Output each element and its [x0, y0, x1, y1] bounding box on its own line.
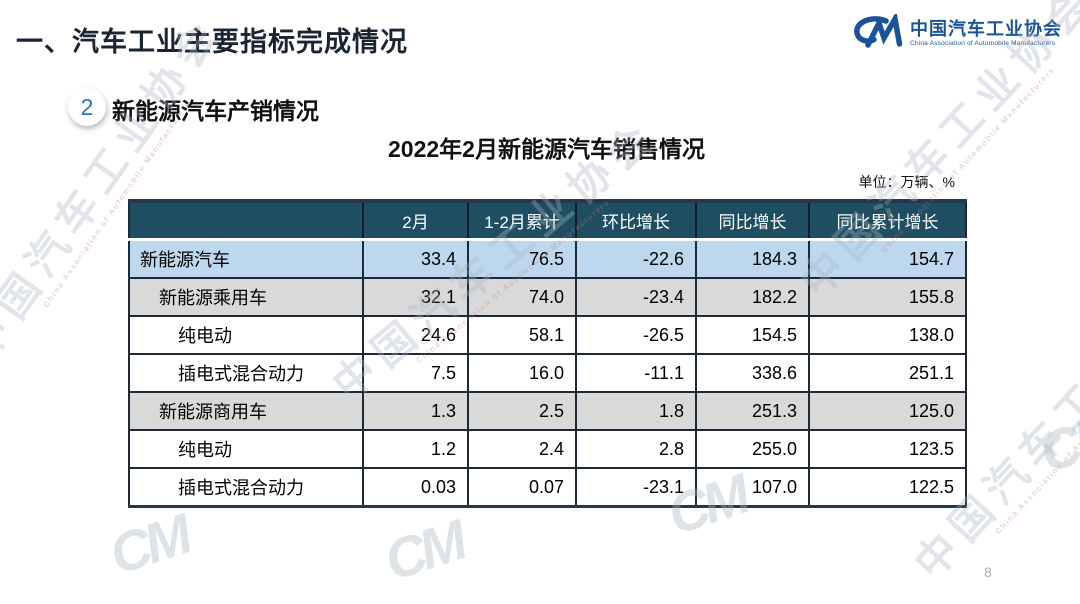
watermark-logo-glyph: CM — [377, 508, 470, 593]
section-title: 一、汽车工业主要指标完成情况 — [16, 27, 408, 57]
value-cell: 155.8 — [808, 277, 966, 317]
value-cell: 338.6 — [695, 353, 810, 393]
value-cell: 154.7 — [808, 238, 966, 279]
caam-logo: 中国汽车工业协会 China Association of Automobile… — [851, 14, 1062, 52]
row-label-cell: 纯电动 — [129, 429, 364, 469]
subsection-title: 新能源汽车产销情况 — [112, 98, 319, 124]
table-row: 新能源汽车 33.4 76.5 -22.6 184.3 154.7 — [129, 238, 966, 279]
value-cell: 0.07 — [467, 467, 577, 507]
value-cell: 2.8 — [575, 429, 697, 469]
watermark-logo-glyph: CM — [1032, 400, 1080, 485]
watermark-logo-glyph: CM — [102, 502, 195, 587]
value-cell: 1.8 — [575, 391, 697, 431]
value-cell: 251.3 — [695, 391, 810, 431]
column-header: 环比增长 — [575, 201, 697, 241]
value-cell: 16.0 — [467, 353, 577, 393]
value-cell: -23.1 — [575, 467, 697, 507]
value-cell: 184.3 — [695, 238, 810, 279]
value-cell: 33.4 — [362, 238, 469, 279]
value-cell: 24.6 — [362, 315, 469, 355]
logo-name-cn: 中国汽车工业协会 — [910, 19, 1062, 40]
value-cell: 251.1 — [808, 353, 966, 393]
value-cell: 1.2 — [362, 429, 469, 469]
table-title: 2022年2月新能源汽车销售情况 — [388, 136, 705, 162]
column-header: 同比累计增长 — [808, 201, 966, 241]
row-label-cell: 新能源商用车 — [129, 391, 364, 431]
logo-name-en: China Association of Automobile Manufact… — [910, 39, 1056, 47]
step-badge-number: 2 — [80, 93, 94, 120]
cm-logo-icon — [851, 14, 903, 52]
value-cell: -23.4 — [575, 277, 697, 317]
page-number: 8 — [984, 564, 992, 580]
row-label-cell: 新能源汽车 — [129, 238, 364, 279]
value-cell: 7.5 — [362, 353, 469, 393]
value-cell: 74.0 — [467, 277, 577, 317]
value-cell: 32.1 — [362, 277, 469, 317]
value-cell: 123.5 — [808, 429, 966, 469]
value-cell: 76.5 — [467, 238, 577, 279]
row-label-cell: 纯电动 — [129, 315, 364, 355]
value-cell: -11.1 — [575, 353, 697, 393]
value-cell: 182.2 — [695, 277, 810, 317]
row-label-cell: 新能源乘用车 — [129, 277, 364, 317]
logo-names: 中国汽车工业协会 China Association of Automobile… — [910, 19, 1062, 47]
table-container: 2月 1-2月累计 环比增长 同比增长 同比累计增长 新能源汽车 33.4 76.5 -22.… — [128, 199, 967, 508]
value-cell: 58.1 — [467, 315, 577, 355]
row-label-cell: 插电式混合动力 — [129, 353, 364, 393]
corner-cell — [129, 201, 364, 241]
value-cell: 2.4 — [467, 429, 577, 469]
sales-table: 2月 1-2月累计 环比增长 同比增长 同比累计增长 新能源汽车 33.4 76.5 -22.… — [128, 199, 967, 508]
value-cell: 154.5 — [695, 315, 810, 355]
column-header: 1-2月累计 — [467, 201, 577, 241]
value-cell: 255.0 — [695, 429, 810, 469]
value-cell: 2.5 — [467, 391, 577, 431]
row-label-cell: 插电式混合动力 — [129, 467, 364, 507]
table-row: 纯电动 24.6 58.1 -26.5 154.5 138.0 — [129, 315, 966, 355]
value-cell: 122.5 — [808, 467, 966, 507]
column-header: 同比增长 — [695, 201, 810, 241]
value-cell: 0.03 — [362, 467, 469, 507]
value-cell: -22.6 — [575, 238, 697, 279]
table-row: 纯电动 1.2 2.4 2.8 255.0 123.5 — [129, 429, 966, 469]
column-header: 2月 — [362, 201, 469, 241]
step-badge: 2 — [68, 88, 106, 126]
value-cell: -26.5 — [575, 315, 697, 355]
unit-label: 单位：万辆、% — [858, 174, 955, 190]
value-cell: 107.0 — [695, 467, 810, 507]
table-row: 新能源乘用车 32.1 74.0 -23.4 182.2 155.8 — [129, 277, 966, 317]
table-row: 新能源商用车 1.3 2.5 1.8 251.3 125.0 — [129, 391, 966, 431]
value-cell: 138.0 — [808, 315, 966, 355]
table-row: 插电式混合动力 7.5 16.0 -11.1 338.6 251.1 — [129, 353, 966, 393]
value-cell: 125.0 — [808, 391, 966, 431]
table-row: 插电式混合动力 0.03 0.07 -23.1 107.0 122.5 — [129, 467, 966, 507]
value-cell: 1.3 — [362, 391, 469, 431]
table-header-row: 2月 1-2月累计 环比增长 同比增长 同比累计增长 — [129, 201, 966, 241]
